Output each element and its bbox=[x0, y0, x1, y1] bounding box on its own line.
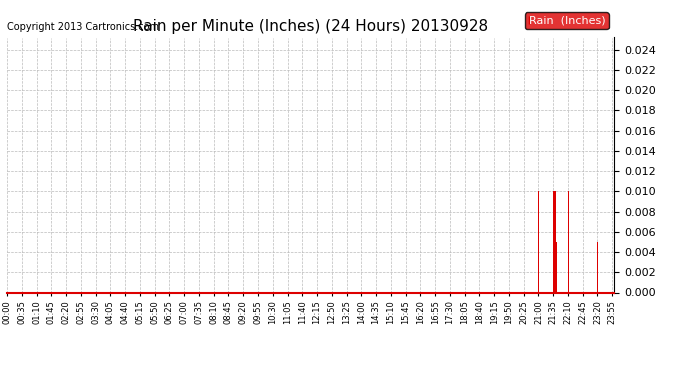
Legend: Rain  (Inches): Rain (Inches) bbox=[525, 12, 609, 29]
Text: Rain per Minute (Inches) (24 Hours) 20130928: Rain per Minute (Inches) (24 Hours) 2013… bbox=[133, 19, 488, 34]
Text: Copyright 2013 Cartronics.com: Copyright 2013 Cartronics.com bbox=[7, 22, 159, 32]
